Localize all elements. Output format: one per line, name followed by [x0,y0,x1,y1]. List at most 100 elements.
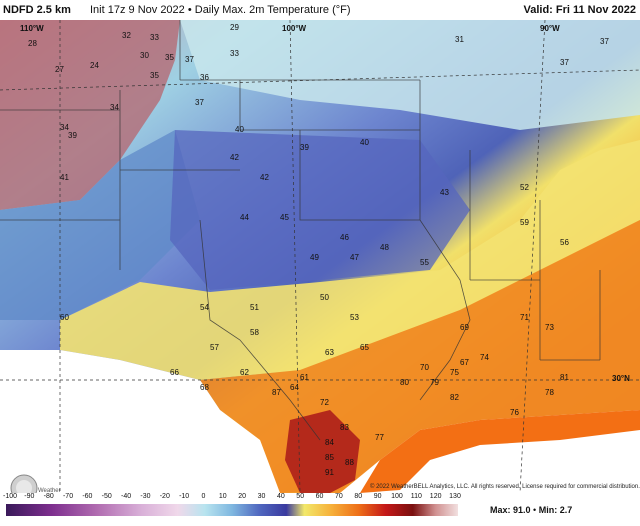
max-min-stats: Max: 91.0 • Min: 2.7 [490,505,572,515]
temperature-value: 73 [545,323,554,332]
temperature-value: 42 [260,173,269,182]
temperature-value: 72 [320,398,329,407]
temperature-value: 31 [455,35,464,44]
mexico-area [0,350,280,493]
temperature-value: 32 [122,31,131,40]
temperature-value: 70 [420,363,429,372]
colorbar-tick-label: 60 [315,493,324,500]
map-header: NDFD 2.5 km Init 17z 9 Nov 2022 • Daily … [0,0,640,20]
rocky-mountain-zone [0,20,180,210]
temperature-value: 71 [520,313,529,322]
temperature-value: 46 [340,233,349,242]
run-description: Init 17z 9 Nov 2022 • Daily Max. 2m Temp… [90,4,351,16]
weatherbell-logo: WeatherBELL [10,474,60,493]
temperature-value: 75 [450,368,459,377]
colorbar-tick-label: 100 [391,493,403,500]
southwest-zone [0,130,200,320]
temperature-value: 36 [200,73,209,82]
temperature-value: 42 [230,153,239,162]
temperature-value: 52 [520,183,529,192]
colorbar-tick-label: -20 [159,493,170,500]
temperature-value: 81 [560,373,569,382]
stats-separator: • [533,505,537,515]
temperature-value: 40 [235,125,244,134]
temperature-value: 53 [350,313,359,322]
max-value: Max: 91.0 [490,505,531,515]
lon-110-label: 110°W [20,24,44,33]
temperature-value: 37 [560,58,569,67]
temperature-value: 30 [140,51,149,60]
temperature-value: 44 [240,213,249,222]
temperature-value: 33 [150,33,159,42]
cold-northern-band [180,20,640,130]
temperature-value: 29 [230,23,239,32]
svg-text:WeatherBELL: WeatherBELL [38,488,60,493]
temperature-value: 54 [200,303,209,312]
colorbar-tick-label: -90 [24,493,35,500]
temperature-value: 91 [325,468,334,477]
colorbar-tick-label: 30 [257,493,266,500]
colorbar-tick-label: 80 [354,493,363,500]
colorbar-tick-label: 20 [238,493,247,500]
temperature-value: 62 [240,368,249,377]
temperature-map: 28 27 24 32 33 30 35 37 33 34 29 31 37 37 35 36 37 34 39 40… [0,20,640,493]
temperature-value: 34 [110,103,119,112]
temperature-value: 57 [210,343,219,352]
temperature-value: 51 [250,303,259,312]
temperature-value: 64 [290,383,299,392]
colorbar-tick-label: -30 [140,493,151,500]
colorbar-ramp [6,504,458,516]
lon-90-label: 90°W [540,24,560,33]
temperature-value: 35 [150,71,159,80]
temperature-value: 74 [480,353,489,362]
product-title: NDFD 2.5 km [3,4,71,16]
colorbar-tick-label: -10 [179,493,190,500]
temperature-value: 55 [420,258,429,267]
temperature-value: 47 [350,253,359,262]
temperature-value: 37 [600,37,609,46]
temperature-value: 65 [360,343,369,352]
colorbar-tick-label: -100 [2,493,18,500]
colorbar-tick-label: 120 [429,493,442,500]
temperature-value: 87 [272,388,281,397]
temperature-value: 37 [195,98,204,107]
temperature-value: 43 [440,188,449,197]
colorbar-tick-label: -60 [82,493,93,500]
temperature-value: 37 [185,55,194,64]
temperature-value: 59 [520,218,529,227]
temperature-value: 79 [430,378,439,387]
colorbar-tick-label: -70 [62,493,74,500]
temperature-value: 69 [460,323,469,332]
temperature-value: 45 [280,213,289,222]
temperature-value: 88 [345,458,354,467]
temperature-value: 67 [460,358,469,367]
copyright-notice: © 2022 WeatherBELL Analytics, LLC. All r… [370,484,640,490]
temperature-value: 28 [28,39,37,48]
temperature-value: 40 [360,138,369,147]
temperature-value: 27 [55,65,64,74]
temperature-value: 48 [380,243,389,252]
temperature-value: 56 [560,238,569,247]
colorbar-tick-label: 90 [373,493,382,500]
colorbar-tick-label: -40 [121,493,132,500]
colorbar-tick-label: 50 [296,493,305,500]
colorbar-tick-label: 0 [201,493,206,500]
colorbar-tick-label: 10 [218,493,227,500]
colorbar-tick-label: -80 [43,493,54,500]
temperature-value: 63 [325,348,334,357]
temperature-value: 76 [510,408,519,417]
temperature-value: 33 [230,49,239,58]
temperature-value: 80 [400,378,409,387]
temperature-value: 24 [90,61,99,70]
temperature-value: 84 [325,438,334,447]
temperature-value: 39 [300,143,309,152]
valid-time: Valid: Fri 11 Nov 2022 [523,4,636,16]
temperature-value: 83 [340,423,349,432]
temperature-value: 34 [60,123,69,132]
temperature-value: 58 [250,328,259,337]
temperature-value: 41 [60,173,69,182]
temperature-value: 39 [68,131,77,140]
colorbar-tick-label: 70 [335,493,343,500]
